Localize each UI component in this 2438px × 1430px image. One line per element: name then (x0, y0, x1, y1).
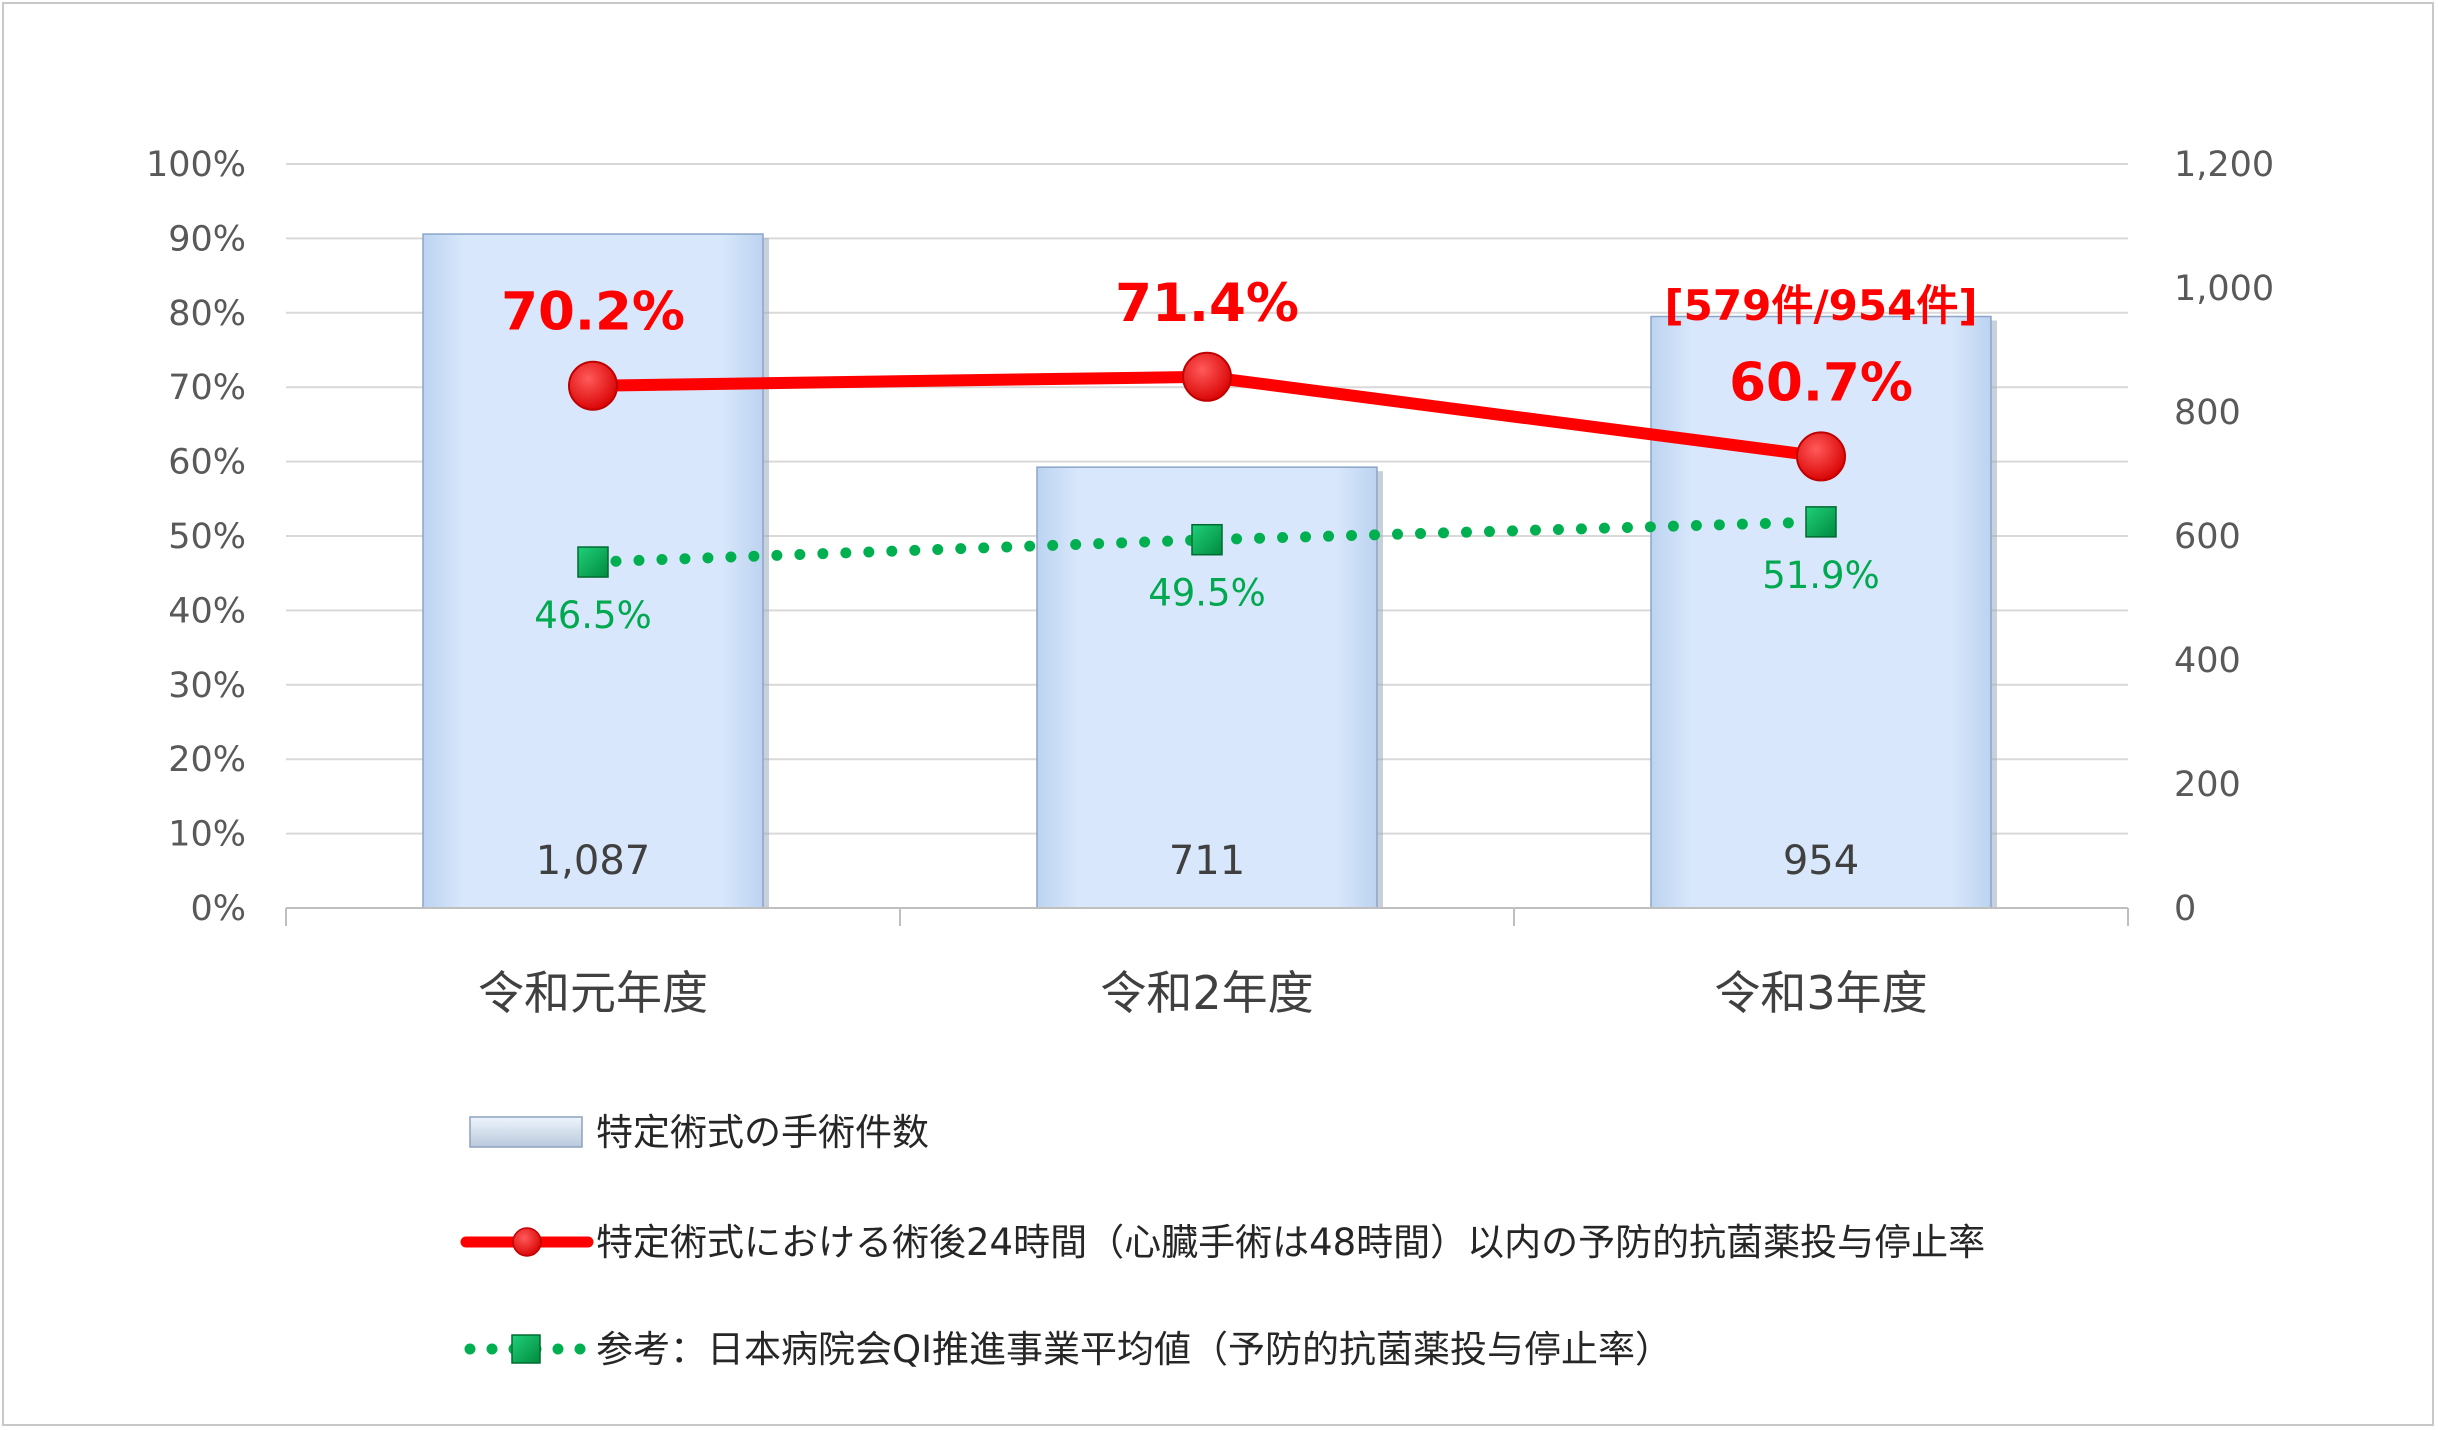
right-tick-label: 200 (2174, 765, 2241, 805)
reference-line-series (577, 506, 1837, 578)
right-tick-label: 800 (2174, 393, 2241, 433)
left-axis: 0% 10% 20% 30% 40% 50% 60% 70% 80% 90% 100% (146, 145, 246, 929)
legend-line-marker (512, 1227, 542, 1257)
rate-marker (1796, 431, 1846, 482)
rate-line-series (568, 351, 1846, 482)
reference-marker (1805, 506, 1837, 538)
bar-value-label: 954 (1783, 838, 1859, 884)
left-tick-label: 60% (168, 443, 246, 483)
left-tick-label: 100% (146, 145, 246, 185)
left-tick-label: 10% (168, 815, 246, 855)
bar-value-label: 1,087 (536, 838, 651, 884)
reference-value-label: 51.9% (1762, 554, 1880, 597)
left-tick-label: 30% (168, 666, 246, 706)
category-label: 令和2年度 (1100, 966, 1313, 1020)
reference-marker (1191, 523, 1223, 556)
reference-value-label: 46.5% (534, 594, 652, 637)
rate-value-label: 60.7% (1729, 352, 1913, 413)
rate-value-label: 70.2% (501, 282, 685, 343)
left-tick-label: 20% (168, 740, 246, 780)
reference-marker (577, 546, 609, 578)
rate-marker (568, 360, 618, 411)
legend-label: 特定術式における術後24時間（心臓手術は48時間）以内の予防的抗菌薬投与停止率 (596, 1221, 1985, 1264)
category-label: 令和元年度 (478, 966, 708, 1020)
legend-bar-swatch (469, 1116, 583, 1148)
reference-value-label: 49.5% (1148, 572, 1266, 615)
right-axis: 0 200 400 600 800 1,000 1,200 (2174, 145, 2274, 929)
left-tick-label: 0% (190, 889, 246, 929)
left-tick-label: 90% (168, 219, 246, 259)
bar (1650, 315, 1992, 909)
left-tick-label: 40% (168, 591, 246, 631)
reference-line (587, 516, 1827, 568)
right-tick-label: 1,000 (2174, 269, 2274, 309)
legend-dotted-marker (511, 1334, 541, 1364)
combo-chart: 0% 10% 20% 30% 40% 50% 60% 70% 80% 90% 100% 0 200 40… (146, 145, 2274, 1371)
x-axis: 令和元年度 令和2年度 令和3年度 (285, 907, 2129, 1020)
legend: 特定術式の手術件数特定術式における術後24時間（心臓手術は48時間）以内の予防的… (460, 1111, 1985, 1371)
rate-marker (1182, 351, 1232, 402)
left-tick-label: 70% (168, 368, 246, 408)
left-tick-label: 80% (168, 294, 246, 334)
rate-value-label: 71.4% (1115, 273, 1299, 334)
bar-value-label: 711 (1169, 838, 1245, 884)
right-tick-label: 1,200 (2174, 145, 2274, 185)
left-tick-label: 50% (168, 517, 246, 557)
count-annotation: [579件/954件] (1664, 281, 1977, 330)
legend-label: 参考：日本病院会QI推進事業平均値（予防的抗菌薬投与停止率） (596, 1328, 1672, 1371)
right-tick-label: 600 (2174, 517, 2241, 557)
legend-label: 特定術式の手術件数 (596, 1111, 929, 1154)
right-tick-label: 0 (2174, 889, 2196, 929)
category-label: 令和3年度 (1714, 966, 1927, 1020)
data-labels: 1,087 711 954 46.5% 49.5% 51.9% 70.2% 71.4% 60.7… (501, 273, 1977, 884)
right-tick-label: 400 (2174, 641, 2241, 681)
